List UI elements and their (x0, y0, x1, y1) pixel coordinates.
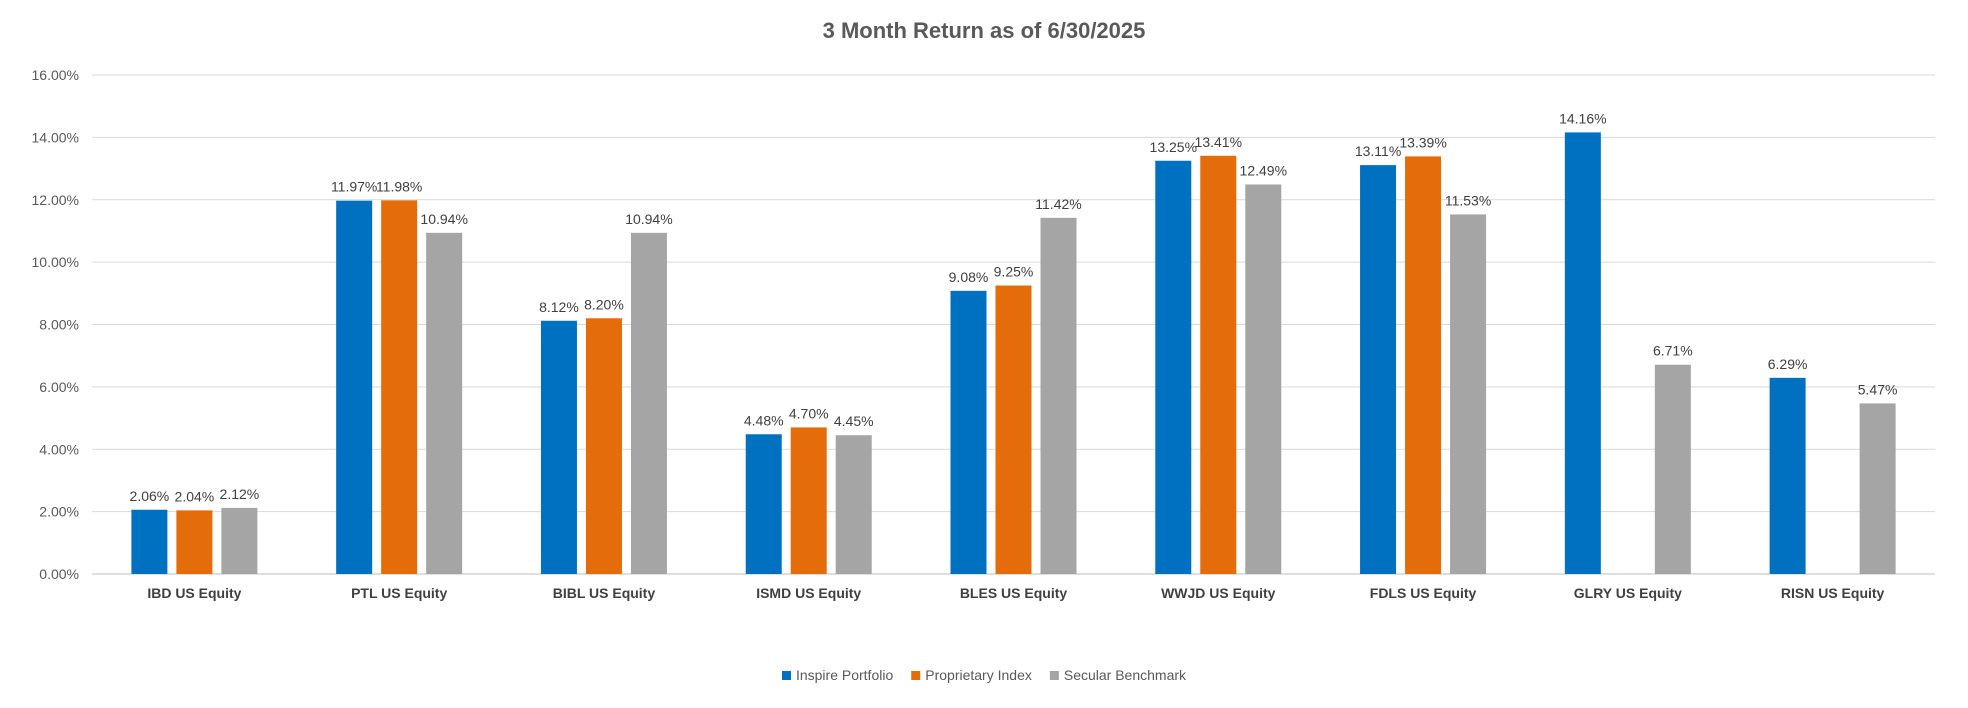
x-tick-label: ISMD US Equity (756, 585, 861, 601)
data-label: 9.08% (949, 269, 989, 285)
bar (630, 232, 667, 574)
data-label: 11.98% (376, 178, 422, 194)
bar (426, 232, 463, 574)
data-label: 11.97% (331, 179, 377, 195)
bar (1360, 165, 1397, 574)
bar (1450, 214, 1487, 574)
data-label: 6.71% (1653, 343, 1693, 359)
legend-swatch (911, 671, 921, 680)
x-tick-label: BLES US Equity (960, 585, 1068, 601)
data-label: 5.47% (1858, 381, 1898, 397)
bar (995, 285, 1032, 574)
bar (1405, 156, 1442, 575)
bar (176, 510, 213, 574)
data-label: 12.49% (1240, 162, 1287, 178)
bars (131, 132, 1896, 575)
bar (790, 427, 827, 574)
chart-title: 3 Month Return as of 6/30/2025 (823, 18, 1146, 43)
legend-swatch (781, 671, 791, 680)
x-tick-label: WWJD US Equity (1161, 585, 1276, 601)
bar (585, 318, 622, 574)
bar (1769, 377, 1806, 574)
y-tick-label: 16.00% (32, 67, 79, 83)
data-labels: 2.06% 2.04% 2.12% 11.97%11.98% 10.94% 8.12% 8.… (130, 110, 1898, 504)
bar (1654, 364, 1691, 574)
legend-label: Proprietary Index (925, 667, 1032, 683)
legend: Inspire Portfolio Proprietary Index Secula… (781, 667, 1187, 683)
bar (1859, 403, 1896, 574)
legend-label: Secular Benchmark (1064, 667, 1187, 683)
bar (381, 200, 418, 574)
data-label: 4.45% (834, 413, 874, 429)
x-tick-label: IBD US Equity (147, 585, 241, 601)
bar (835, 435, 872, 574)
data-label: 4.48% (744, 412, 784, 428)
legend-label: Inspire Portfolio (796, 667, 893, 683)
data-label: 10.94% (420, 211, 467, 227)
x-tick-label: BIBL US Equity (553, 585, 656, 601)
data-label: 8.12% (539, 299, 579, 315)
data-label: 13.25% (1150, 139, 1197, 155)
data-label: 13.41% (1195, 134, 1242, 150)
y-tick-label: 8.00% (39, 317, 79, 333)
x-tick-label: GLRY US Equity (1574, 585, 1682, 601)
bar (1200, 155, 1237, 574)
data-label: 14.16% (1559, 110, 1606, 126)
data-label: 13.39% (1399, 134, 1446, 150)
bar (131, 509, 168, 574)
x-tick-label: PTL US Equity (351, 585, 447, 601)
bar (1564, 132, 1601, 574)
data-label: 8.20% (584, 296, 624, 312)
data-label: 4.70% (789, 405, 829, 421)
data-label: 11.42% (1035, 196, 1081, 212)
y-tick-label: 10.00% (32, 254, 79, 270)
x-tick-label: RISN US Equity (1781, 585, 1885, 601)
x-tick-label: FDLS US Equity (1370, 585, 1477, 601)
x-axis-ticks: IBD US Equity PTL US Equity BIBL US Equity… (147, 585, 1884, 601)
data-label: 9.25% (994, 264, 1034, 280)
bar (1040, 217, 1077, 574)
legend-swatch (1049, 671, 1059, 680)
data-label: 6.29% (1768, 356, 1808, 372)
data-label: 2.04% (175, 488, 215, 504)
bar (221, 507, 258, 574)
bar (745, 434, 782, 574)
y-tick-label: 14.00% (32, 129, 79, 145)
bar (1245, 184, 1282, 574)
y-axis-ticks: 0.00% 2.00% 4.00% 6.00% 8.00% 10.00% 12.00% 14.… (32, 67, 79, 582)
y-tick-label: 4.00% (39, 441, 79, 457)
bar (1155, 160, 1192, 574)
y-tick-label: 6.00% (39, 379, 79, 395)
data-label: 10.94% (625, 211, 672, 227)
y-tick-label: 2.00% (39, 504, 79, 520)
data-label: 2.12% (220, 486, 260, 502)
bar (540, 320, 577, 574)
bar (336, 200, 373, 575)
data-label: 11.53% (1445, 192, 1491, 208)
data-label: 2.06% (130, 488, 170, 504)
y-tick-label: 0.00% (39, 566, 79, 582)
bar (950, 290, 987, 574)
y-tick-label: 12.00% (32, 192, 79, 208)
data-label: 13.11% (1355, 143, 1401, 159)
